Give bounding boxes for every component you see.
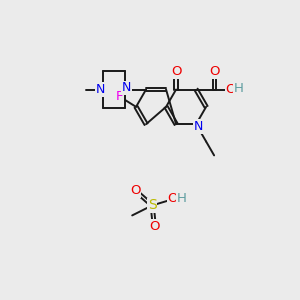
Text: N: N <box>96 83 105 96</box>
Text: S: S <box>148 198 157 212</box>
Text: O: O <box>225 83 236 96</box>
Text: O: O <box>171 65 181 78</box>
Text: H: H <box>233 82 243 95</box>
Text: F: F <box>116 90 123 103</box>
Text: N: N <box>194 120 203 133</box>
Text: O: O <box>130 184 141 197</box>
Text: O: O <box>149 220 160 233</box>
Text: N: N <box>122 82 131 94</box>
Text: O: O <box>168 192 178 205</box>
Text: O: O <box>209 65 219 78</box>
Text: H: H <box>176 192 186 205</box>
